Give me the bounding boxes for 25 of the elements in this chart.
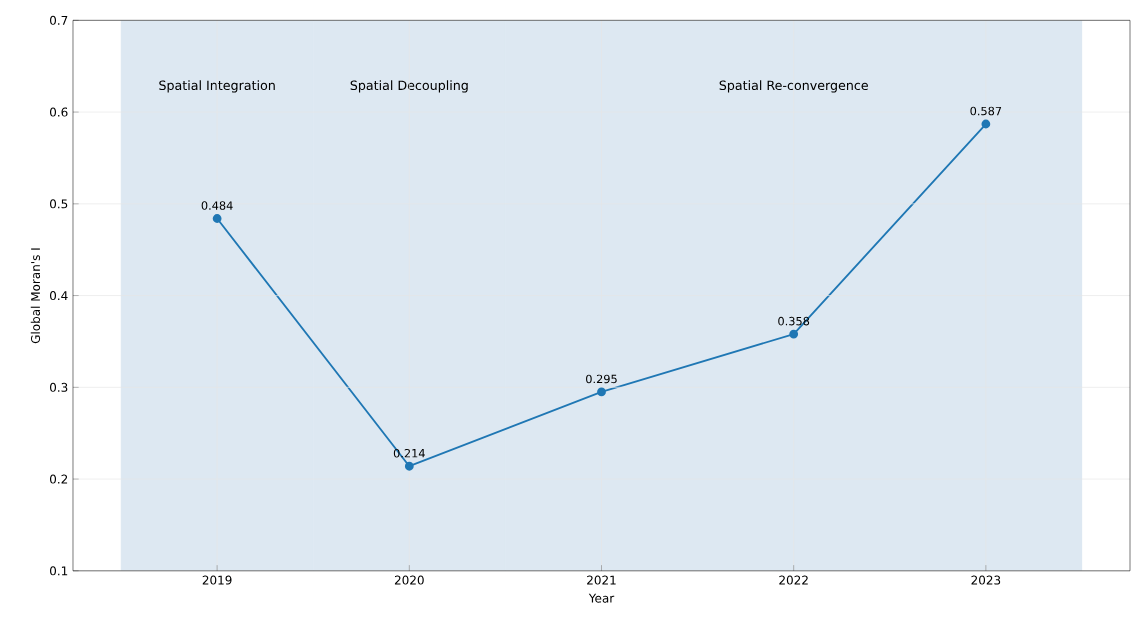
y-tick-label: 0.6	[49, 107, 68, 117]
x-axis-title: Year	[588, 593, 615, 603]
point	[404, 461, 414, 471]
y-tick-label: 0.3	[49, 382, 68, 392]
band-label: Spatial Decoupling	[350, 80, 468, 93]
point	[597, 387, 606, 397]
y-tick-label: 0.2	[49, 474, 68, 484]
point	[212, 214, 222, 224]
band-label: Spatial Integration	[159, 80, 275, 93]
x-tick-label: 2020	[394, 575, 424, 585]
point	[981, 119, 991, 129]
x-tick-label: 2022	[779, 575, 808, 585]
data-label: 0.587	[970, 106, 1002, 116]
point	[789, 329, 799, 339]
x-tick-label: 2021	[587, 575, 616, 585]
y-tick-label: 0.7	[49, 15, 68, 25]
y-tick-label: 0.5	[49, 199, 68, 209]
y-axis-title: Global Moran's I	[30, 248, 41, 344]
band-label: Spatial Re-convergence	[719, 80, 868, 93]
data-label: 0.295	[586, 374, 617, 384]
y-tick-label: 0.1	[49, 566, 68, 576]
data-label: 0.484	[201, 201, 233, 210]
x-tick-label: 2019	[202, 575, 232, 585]
x-tick-label: 2023	[971, 575, 1001, 585]
y-tick-label: 0.4	[49, 291, 68, 301]
